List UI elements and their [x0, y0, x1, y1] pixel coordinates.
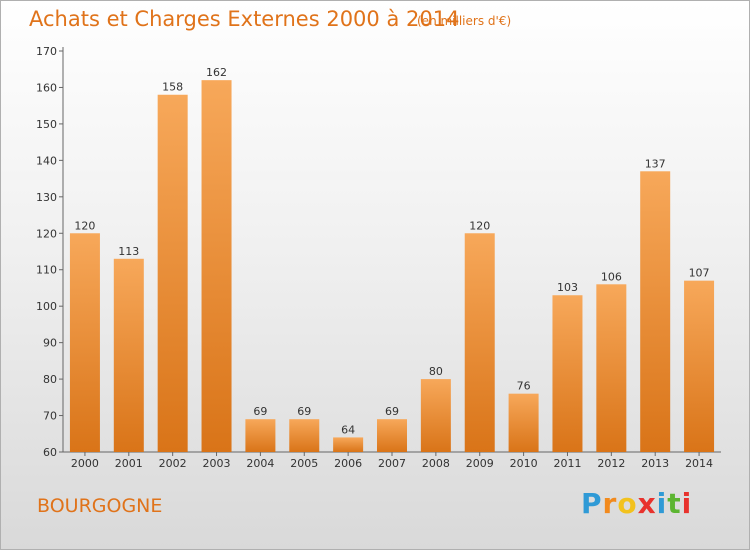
bar	[245, 419, 276, 452]
bar-value-label: 120	[469, 219, 490, 232]
logo-letter: r	[602, 487, 618, 520]
bar-value-label: 137	[645, 157, 666, 170]
chart-title: Achats et Charges Externes 2000 à 2014	[29, 7, 460, 31]
y-tick-label: 90	[43, 337, 57, 350]
bar-value-label: 64	[341, 423, 355, 436]
bar	[508, 393, 539, 452]
bar	[377, 419, 407, 452]
bar	[684, 280, 715, 452]
bar	[420, 379, 451, 452]
bar	[552, 295, 583, 452]
y-tick-label: 110	[36, 264, 57, 277]
bar	[640, 171, 671, 453]
x-tick-label: 2014	[685, 457, 713, 470]
chart-subtitle: (en milliers d'€)	[417, 14, 512, 28]
logo-letter: t	[667, 487, 682, 520]
x-tick-label: 2009	[466, 457, 494, 470]
bar-value-label: 106	[601, 270, 622, 283]
region-label: BOURGOGNE	[37, 495, 163, 517]
bar	[333, 437, 364, 452]
y-tick-label: 100	[36, 300, 57, 313]
proxiti-logo: Proxiti	[581, 487, 692, 520]
bar-value-label: 76	[517, 380, 531, 393]
y-tick-label: 140	[36, 154, 57, 167]
x-tick-label: 2005	[290, 457, 318, 470]
bar	[113, 258, 144, 452]
bar	[157, 94, 188, 452]
bar-value-label: 120	[74, 219, 95, 232]
bar	[69, 233, 100, 452]
x-tick-label: 2002	[159, 457, 187, 470]
bar-value-label: 113	[118, 245, 139, 258]
bar-value-label: 107	[689, 267, 710, 280]
bar	[201, 80, 232, 452]
x-tick-label: 2000	[71, 457, 99, 470]
y-tick-label: 80	[43, 373, 57, 386]
bar-value-label: 69	[253, 405, 267, 418]
bar-value-label: 158	[162, 81, 183, 94]
y-tick-label: 130	[36, 191, 57, 204]
x-tick-label: 2003	[203, 457, 231, 470]
bar	[289, 419, 320, 452]
x-tick-label: 2001	[115, 457, 143, 470]
bar-value-label: 103	[557, 281, 578, 294]
bar-value-label: 69	[297, 405, 311, 418]
x-tick-label: 2012	[597, 457, 625, 470]
x-tick-label: 2013	[641, 457, 669, 470]
bar-value-label: 69	[385, 405, 399, 418]
y-tick-label: 150	[36, 118, 57, 131]
y-tick-label: 70	[43, 410, 57, 423]
logo-letter: i	[681, 487, 693, 520]
x-tick-label: 2007	[378, 457, 406, 470]
logo-letter: P	[581, 487, 603, 520]
x-tick-label: 2006	[334, 457, 362, 470]
logo-letter: i	[656, 487, 668, 520]
bar	[464, 233, 495, 452]
bar-value-label: 80	[429, 365, 443, 378]
y-tick-label: 170	[36, 45, 57, 58]
bar-value-label: 162	[206, 66, 227, 79]
y-tick-label: 120	[36, 227, 57, 240]
logo-letter: o	[617, 487, 638, 520]
y-tick-label: 60	[43, 446, 57, 459]
logo-letter: x	[637, 487, 657, 520]
bar	[596, 284, 627, 452]
x-tick-label: 2011	[553, 457, 581, 470]
x-tick-label: 2004	[246, 457, 274, 470]
x-tick-label: 2010	[510, 457, 538, 470]
y-tick-label: 160	[36, 81, 57, 94]
x-tick-label: 2008	[422, 457, 450, 470]
